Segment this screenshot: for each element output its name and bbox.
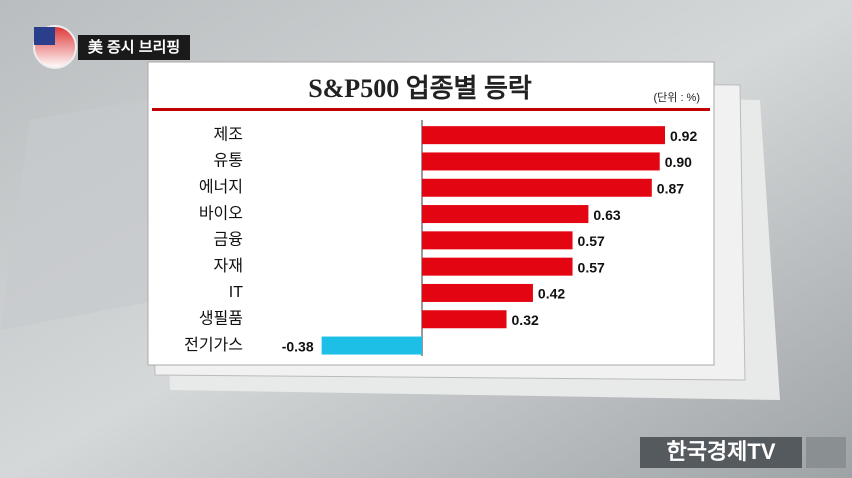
bar [422, 283, 533, 302]
category-label: 자재 [214, 257, 243, 275]
bar [422, 257, 573, 276]
category-label: 생필품 [199, 309, 243, 327]
category-label: IT [229, 284, 243, 301]
logo-side [806, 437, 846, 468]
category-label: 금융 [214, 231, 243, 249]
bar [422, 310, 507, 329]
bar [422, 231, 573, 250]
logo-box [640, 437, 802, 468]
value-label: 0.57 [578, 259, 605, 275]
flag-canton [34, 27, 55, 45]
category-label: 전기가스 [184, 336, 243, 354]
value-label: 0.42 [538, 286, 565, 302]
header-box [78, 35, 190, 60]
unit-label: (단위 : %) [653, 91, 700, 104]
chart-title: S&P500 업종별 등락 [308, 74, 532, 103]
bar [422, 178, 652, 197]
value-label: 0.87 [657, 180, 684, 196]
category-label: 에너지 [199, 178, 243, 196]
bar [422, 205, 589, 224]
value-label: 0.32 [512, 312, 539, 328]
category-label: 바이오 [199, 204, 243, 222]
value-label: 0.92 [670, 128, 697, 144]
value-label: 0.90 [665, 154, 692, 170]
category-label: 유통 [214, 152, 243, 170]
value-label: -0.38 [282, 338, 314, 354]
category-label: 제조 [214, 125, 243, 143]
value-label: 0.63 [593, 207, 620, 223]
bar [422, 152, 660, 171]
header-title: 美 증시 브리핑 [88, 38, 180, 56]
title-rule [152, 108, 710, 111]
value-label: 0.57 [578, 233, 605, 249]
bar [422, 126, 665, 145]
logo: 한국경제TV [666, 439, 775, 464]
bar [321, 336, 422, 355]
